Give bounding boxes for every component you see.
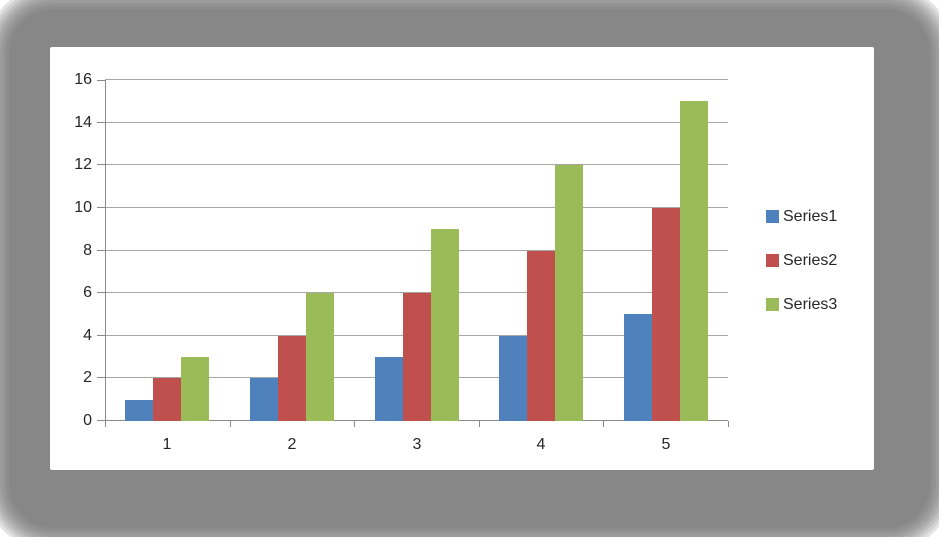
bar-series3-cat1 <box>181 357 209 421</box>
legend-item-series2: Series2 <box>766 249 837 272</box>
gridline-14 <box>105 121 728 123</box>
x-axis-label-4: 4 <box>536 436 546 453</box>
legend-item-series3: Series3 <box>766 293 837 316</box>
y-axis-tick-0 <box>97 420 105 421</box>
legend-label-series1: Series1 <box>783 207 838 225</box>
y-axis-line <box>105 80 106 421</box>
bar-series2-cat2 <box>278 335 306 421</box>
y-axis-tick-6 <box>97 292 105 294</box>
x-axis-tick-0 <box>105 421 106 427</box>
y-axis-tick-2 <box>97 377 105 379</box>
y-axis-tick-12 <box>97 164 105 166</box>
bar-series1-cat4 <box>499 335 527 421</box>
y-axis-tick-14 <box>97 121 105 123</box>
bar-series3-cat3 <box>431 229 459 421</box>
bar-series1-cat3 <box>375 357 403 421</box>
x-axis-label-3: 3 <box>412 436 422 453</box>
plot-area <box>97 79 729 427</box>
bar-series1-cat1 <box>125 399 153 421</box>
bar-series1-cat2 <box>250 378 278 421</box>
bar-series3-cat4 <box>555 165 583 421</box>
y-axis-label-8: 8 <box>83 241 92 259</box>
y-axis-label-12: 12 <box>74 156 92 174</box>
bar-series2-cat4 <box>527 250 555 421</box>
bar-series2-cat1 <box>153 378 181 421</box>
x-axis-tick-4 <box>603 421 604 427</box>
y-axis-label-16: 16 <box>74 71 92 88</box>
bar-series2-cat3 <box>403 293 431 421</box>
x-axis-label-5: 5 <box>661 436 671 453</box>
chart-panel: Series1 Series2 Series3 0 2 4 6 8 10 12 14 16 1 2 3 4 5 <box>50 47 874 470</box>
x-axis-label-1: 1 <box>162 436 172 453</box>
y-axis-tick-8 <box>97 249 105 251</box>
legend: Series1 Series2 Series3 <box>766 205 837 316</box>
gridline-6 <box>105 292 728 294</box>
y-axis-label-2: 2 <box>83 369 92 387</box>
y-axis-label-0: 0 <box>83 412 92 429</box>
y-axis-label-6: 6 <box>83 284 92 302</box>
y-axis-label-10: 10 <box>74 198 92 216</box>
legend-item-series1: Series1 <box>766 205 837 228</box>
bar-series2-cat5 <box>652 207 680 421</box>
gridline-12 <box>105 164 728 166</box>
legend-label-series2: Series2 <box>783 251 838 269</box>
legend-swatch-series3 <box>766 298 779 311</box>
x-axis-tick-1 <box>230 421 231 427</box>
y-axis-tick-16 <box>97 80 105 81</box>
y-axis-label-14: 14 <box>74 113 92 131</box>
bar-series1-cat5 <box>624 314 652 421</box>
x-axis-tick-5 <box>728 421 729 427</box>
x-axis-tick-3 <box>479 421 480 427</box>
legend-label-series3: Series3 <box>783 295 838 313</box>
legend-swatch-series2 <box>766 254 779 267</box>
gridline-10 <box>105 206 728 208</box>
gridline-16 <box>105 79 728 80</box>
gridline-8 <box>105 249 728 251</box>
y-axis-tick-4 <box>97 334 105 336</box>
x-axis-label-2: 2 <box>287 436 297 453</box>
y-axis-tick-10 <box>97 206 105 208</box>
legend-swatch-series1 <box>766 210 779 223</box>
x-axis-tick-2 <box>354 421 355 427</box>
bar-series3-cat5 <box>680 101 708 421</box>
y-axis-label-4: 4 <box>83 326 92 344</box>
bar-series3-cat2 <box>306 293 334 421</box>
